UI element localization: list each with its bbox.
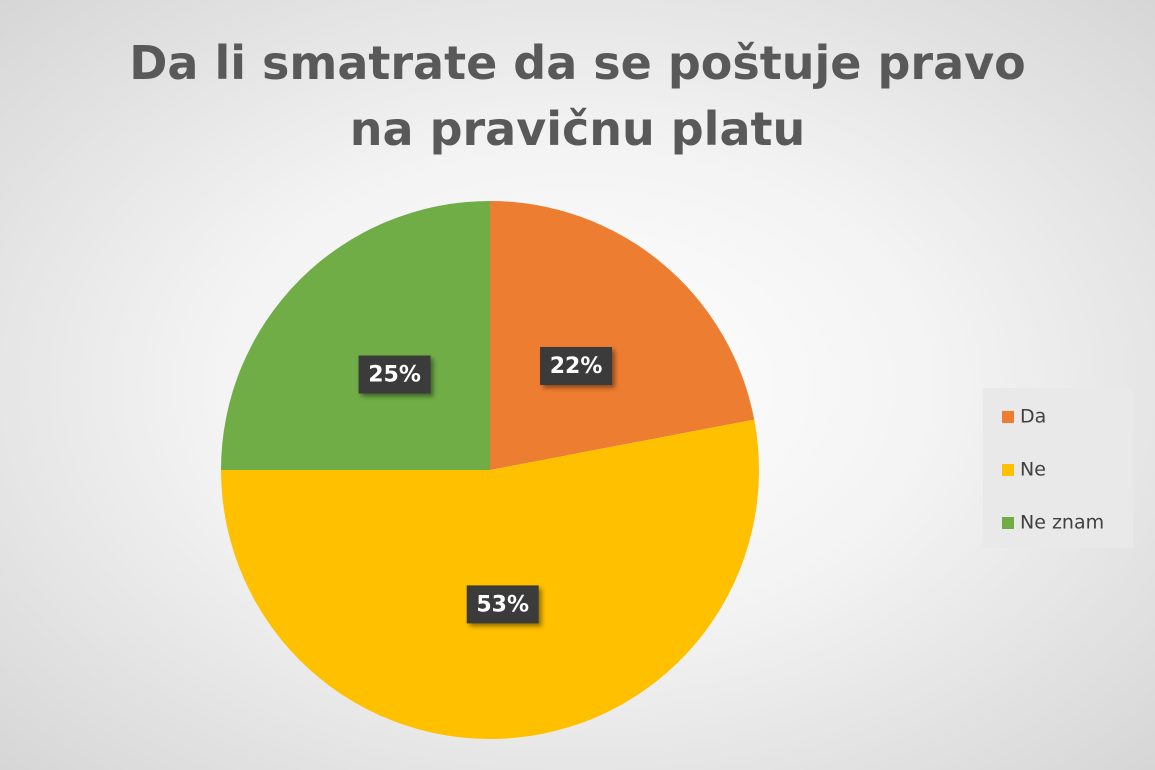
pie-slice <box>221 201 490 470</box>
data-label-box <box>358 355 431 394</box>
chart-title: Da li smatrate da se poštuje pravo na pr… <box>129 36 1026 156</box>
pie-slice <box>490 201 755 470</box>
legend-swatch <box>1002 464 1014 476</box>
legend-label: Da <box>1020 406 1046 428</box>
data-label: 53% <box>476 592 529 617</box>
data-label: 25% <box>368 363 421 388</box>
pie-slice <box>221 419 759 739</box>
legend-swatch <box>1002 517 1014 529</box>
data-label-box <box>466 585 539 624</box>
data-label: 22% <box>550 354 603 379</box>
legend-label: Ne <box>1020 459 1046 481</box>
data-label-box <box>540 346 613 385</box>
legend-label: Ne znam <box>1020 512 1104 534</box>
legend-swatch <box>1002 411 1014 423</box>
